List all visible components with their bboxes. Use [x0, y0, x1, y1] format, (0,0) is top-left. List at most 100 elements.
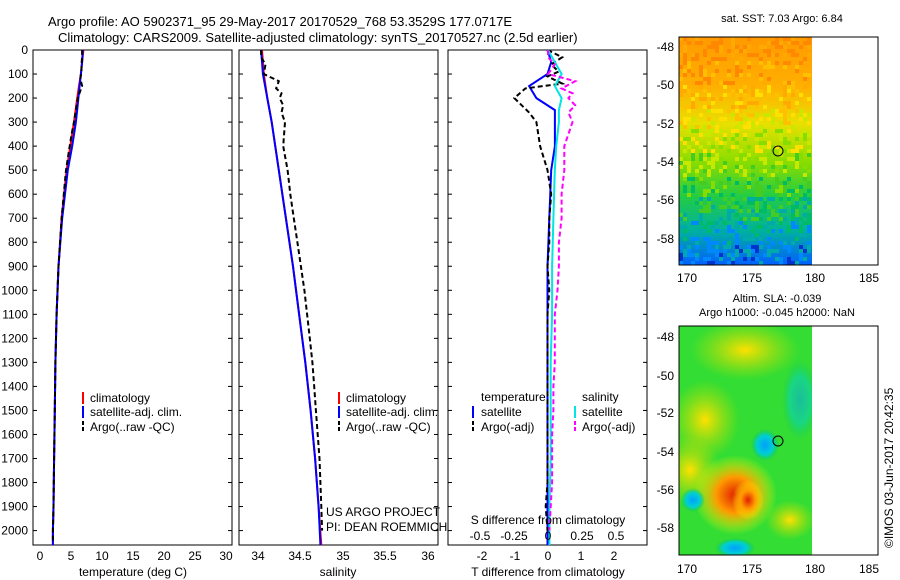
legend-label: Argo(..raw -QC): [346, 420, 431, 434]
sst-pixel: [767, 253, 771, 257]
sst-pixel: [783, 37, 787, 41]
depth-tick-label: 500: [8, 163, 28, 177]
sst-pixel: [755, 205, 759, 209]
sst-pixel: [787, 225, 791, 229]
sst-pixel: [735, 65, 739, 69]
sst-pixel: [695, 253, 699, 257]
sst-pixel: [727, 81, 731, 85]
depth-tick-label: 1600: [1, 427, 28, 441]
sst-pixel: [783, 217, 787, 221]
sst-pixel: [807, 225, 811, 229]
sst-pixel: [803, 213, 807, 217]
sst-pixel: [727, 69, 731, 73]
sst-pixel: [743, 185, 747, 189]
sst-pixel: [727, 241, 731, 245]
legend-label: Argo(-adj): [582, 420, 635, 434]
sst-pixel: [743, 101, 747, 105]
sst-pixel: [723, 229, 727, 233]
sst-pixel: [735, 77, 739, 81]
sst-pixel: [679, 233, 683, 237]
sst-pixel: [763, 253, 767, 257]
sdiff-tick-label: -0.25: [500, 529, 528, 543]
sst-pixel: [699, 229, 703, 233]
sst-pixel: [747, 97, 751, 101]
sst-pixel: [747, 53, 751, 57]
legend-label: satellite-adj. clim.: [90, 405, 182, 419]
sst-pixel: [691, 97, 695, 101]
sst-pixel: [759, 93, 763, 97]
sst-pixel: [755, 89, 759, 93]
sst-pixel: [711, 101, 715, 105]
sst-pixel: [755, 233, 759, 237]
sst-pixel: [807, 45, 811, 49]
sst-pixel: [727, 109, 731, 113]
sst-pixel: [679, 73, 683, 77]
sst-pixel: [743, 49, 747, 53]
sst-pixel: [711, 225, 715, 229]
sst-pixel: [799, 197, 803, 201]
temp-tick-label: 10: [95, 549, 109, 563]
sst-pixel: [743, 93, 747, 97]
lat-tick: -54: [657, 445, 675, 459]
sst-pixel: [779, 181, 783, 185]
sst-pixel: [783, 113, 787, 117]
sst-pixel: [735, 109, 739, 113]
sst-pixel: [791, 85, 795, 89]
sst-pixel: [683, 89, 687, 93]
sst-pixel: [767, 237, 771, 241]
sst-pixel: [763, 45, 767, 49]
sst-pixel: [791, 205, 795, 209]
sst-pixel: [731, 229, 735, 233]
sst-pixel: [679, 37, 683, 41]
sst-pixel: [807, 141, 811, 145]
sst-pixel: [783, 149, 787, 153]
sst-pixel: [771, 165, 775, 169]
sst-pixel: [735, 117, 739, 121]
sst-pixel: [795, 213, 799, 217]
sst-pixel: [799, 145, 803, 149]
sst-pixel: [767, 197, 771, 201]
sst-pixel: [723, 249, 727, 253]
sst-pixel: [767, 65, 771, 69]
sst-pixel: [751, 101, 755, 105]
sst-pixel: [695, 37, 699, 41]
sst-pixel: [679, 137, 683, 141]
sst-pixel: [747, 181, 751, 185]
sst-pixel: [807, 201, 811, 205]
sst-pixel: [795, 225, 799, 229]
lat-tick: -56: [657, 483, 675, 497]
sst-pixel: [703, 181, 707, 185]
sst-pixel: [799, 113, 803, 117]
sst-pixel: [735, 73, 739, 77]
sst-pixel: [699, 73, 703, 77]
sst-pixel: [695, 53, 699, 57]
sst-pixel: [775, 129, 779, 133]
legend-label: climatology: [90, 391, 150, 405]
sst-pixel: [803, 249, 807, 253]
sst-pixel: [683, 229, 687, 233]
sst-pixel: [751, 89, 755, 93]
sst-pixel: [707, 161, 711, 165]
lat-tick: -52: [657, 406, 675, 420]
sst-pixel: [695, 257, 699, 261]
sal-tick-label: 35: [336, 549, 350, 563]
sst-pixel: [759, 209, 763, 213]
sst-pixel: [787, 257, 791, 261]
sst-pixel: [755, 61, 759, 65]
sst-pixel: [691, 149, 695, 153]
sst-pixel: [715, 81, 719, 85]
sst-pixel: [735, 181, 739, 185]
sst-pixel: [707, 125, 711, 129]
sst-pixel: [755, 137, 759, 141]
sst-pixel: [751, 93, 755, 97]
sst-pixel: [803, 137, 807, 141]
sst-pixel: [807, 221, 811, 225]
lat-tick: -54: [657, 155, 675, 169]
sst-pixel: [755, 157, 759, 161]
sst-pixel: [787, 93, 791, 97]
temperature-legend: climatology satellite-adj. clim. Argo(..…: [82, 391, 182, 434]
sst-pixel: [687, 253, 691, 257]
sst-pixel: [691, 137, 695, 141]
lat-tick: -50: [657, 78, 675, 92]
sst-pixel: [727, 149, 731, 153]
